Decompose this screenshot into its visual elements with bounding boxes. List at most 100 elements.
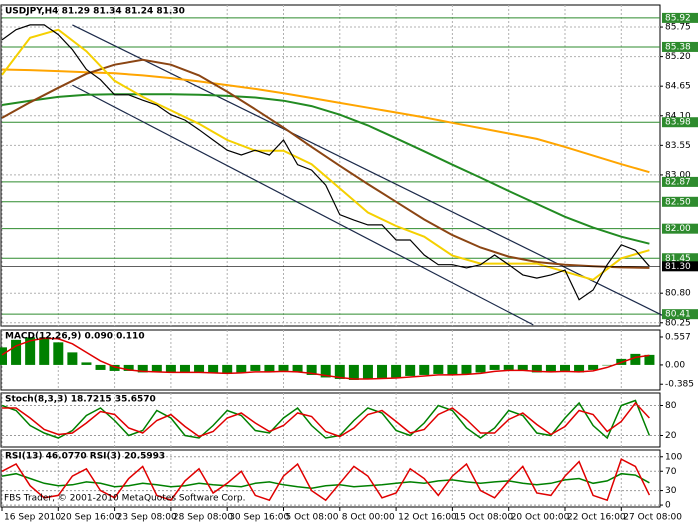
histogram-bar [377, 364, 388, 378]
footer: FBS Trader, © 2001-2010 MetaQuotes Softw… [4, 494, 245, 504]
histogram-bar [644, 354, 655, 365]
histogram-bar [545, 364, 556, 373]
histogram-bar [348, 364, 359, 380]
x-tick-label: 15 Oct 08:00 [454, 513, 513, 523]
x-tick-label: 8 Oct 00:00 [342, 513, 395, 523]
y-tick-label: 80.80 [665, 289, 691, 299]
histogram-bar [151, 364, 162, 373]
line-series [1, 24, 650, 301]
y-tick-label: 84.65 [665, 82, 691, 92]
y-tick-label: 0.557 [665, 332, 691, 342]
histogram-bar [574, 364, 585, 373]
histogram-bar [405, 364, 416, 376]
level-box [662, 12, 698, 23]
histogram-bar [306, 364, 317, 375]
x-tick-label: 5 Oct 08:00 [285, 513, 338, 523]
histogram-bar [165, 364, 176, 373]
line-series [1, 58, 650, 269]
line-series [1, 68, 650, 174]
level-box [662, 196, 698, 207]
x-tick-label: 16 Sep 2010 [4, 513, 61, 523]
histogram-bar [292, 364, 303, 373]
histogram-bar [81, 362, 92, 365]
histogram-bar [602, 364, 613, 366]
histogram-bar [222, 364, 233, 374]
histogram-bar [264, 364, 275, 373]
last-price-label: 81.30 [665, 262, 691, 272]
line-series [2, 401, 650, 438]
histogram-bar [123, 364, 134, 371]
y-tick-label: 20 [665, 431, 677, 441]
y-tick-label: 70 [665, 467, 677, 477]
x-tick-label: 20 Oct 00:00 [511, 513, 570, 523]
histogram-bar [362, 364, 373, 379]
x-tick-label: 12 Oct 16:00 [398, 513, 457, 523]
level-box [662, 176, 698, 187]
level-label: 80.41 [665, 310, 691, 320]
y-tick-label: 85.75 [665, 23, 691, 33]
x-tick-label: 28 Sep 08:00 [173, 513, 233, 523]
y-tick-label: 0 [665, 501, 671, 511]
level-label: 82.50 [665, 197, 691, 207]
level-label: 85.38 [665, 42, 691, 52]
panel-frame [0, 4, 661, 327]
line-series [1, 337, 650, 380]
panel-frame [0, 392, 661, 448]
histogram-bar [53, 342, 64, 365]
histogram-bar [461, 364, 472, 374]
histogram-bar [630, 353, 641, 365]
histogram-bar [559, 364, 570, 371]
histogram-bar [236, 364, 247, 373]
level-label: 82.00 [665, 224, 691, 234]
line-series [1, 458, 651, 502]
histogram-bar [278, 364, 289, 371]
histogram-bar [208, 364, 219, 374]
panel-label: MACD(12,26,9) 0.090 0.110 [5, 332, 145, 342]
panel-label: RSI(13) 46.0770 RSI(3) 20.5993 [5, 452, 165, 462]
trend-line [72, 24, 666, 318]
y-tick-label: 80.25 [665, 318, 691, 328]
y-tick-label: -0.385 [665, 380, 694, 390]
histogram-bar [475, 364, 486, 373]
histogram-bar [95, 364, 106, 370]
histogram-bar [11, 339, 22, 365]
histogram-bar [320, 364, 331, 378]
x-tick-label: 23 Sep 08:00 [117, 513, 177, 523]
level-label: 83.98 [665, 118, 691, 128]
level-box [662, 41, 698, 52]
histogram-bar [391, 364, 402, 378]
y-tick-label: 83.55 [665, 141, 691, 151]
level-box [662, 223, 698, 234]
level-label: 85.92 [665, 13, 691, 23]
histogram-bar [503, 364, 514, 370]
panel-frame [0, 449, 661, 508]
line-series [1, 93, 650, 245]
level-box [662, 253, 698, 264]
histogram-bar [447, 364, 458, 375]
x-tick-label: 30 Sep 16:00 [229, 513, 289, 523]
trend-line [72, 84, 534, 326]
line-series [1, 472, 650, 489]
y-tick-label: 84.10 [665, 111, 691, 121]
histogram-bar [137, 364, 148, 373]
y-tick-label: 80 [665, 401, 677, 411]
panel-label: USDJPY,H4 81.29 81.34 81.24 81.30 [5, 7, 185, 17]
histogram-bar [39, 337, 50, 365]
level-label: 82.87 [665, 177, 691, 187]
x-tick-label: 20 Sep 16:00 [60, 513, 120, 523]
histogram-bar [517, 364, 528, 371]
level-label: 81.45 [665, 254, 691, 264]
histogram-bar [109, 364, 120, 371]
histogram-bar [588, 364, 599, 370]
histogram-bar [531, 364, 542, 373]
line-series [1, 399, 651, 440]
histogram-bar [67, 352, 78, 365]
histogram-bar [334, 364, 345, 379]
x-tick-label: 27 Oct 08:00 [623, 513, 682, 523]
panel-label: Stoch(8,3,3) 18.7215 35.6570 [5, 395, 156, 405]
histogram-bar [433, 364, 444, 374]
x-tick-label: 22 Oct 16:00 [567, 513, 626, 523]
level-box [662, 117, 698, 128]
